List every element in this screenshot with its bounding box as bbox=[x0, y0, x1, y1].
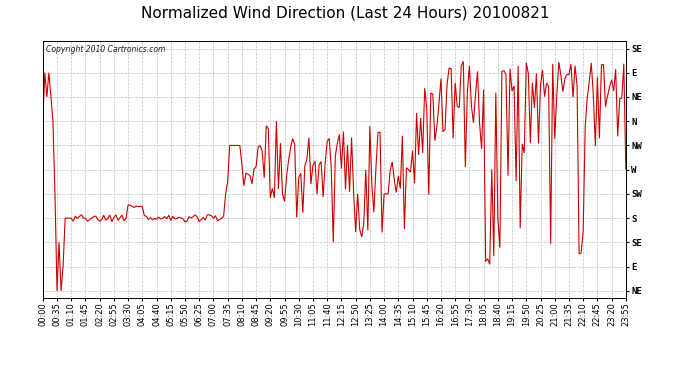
Text: Copyright 2010 Cartronics.com: Copyright 2010 Cartronics.com bbox=[46, 45, 165, 54]
Text: Normalized Wind Direction (Last 24 Hours) 20100821: Normalized Wind Direction (Last 24 Hours… bbox=[141, 6, 549, 21]
